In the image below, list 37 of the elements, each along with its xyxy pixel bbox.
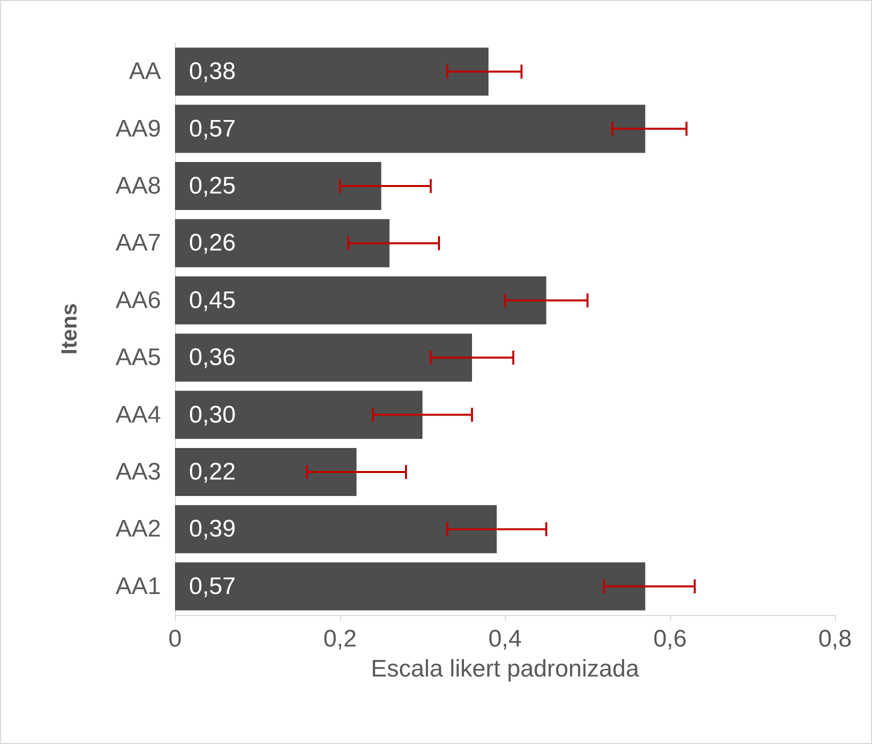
bar xyxy=(175,276,546,324)
data-label: 0,26 xyxy=(189,230,236,257)
data-label: 0,30 xyxy=(189,401,236,428)
data-label: 0,22 xyxy=(189,458,236,486)
x-tick-label: 0,4 xyxy=(488,626,522,652)
y-tick-label: AA1 xyxy=(116,572,161,600)
y-tick-label: AA5 xyxy=(116,344,161,372)
bar xyxy=(175,334,472,382)
y-tick-label: AA6 xyxy=(116,286,161,314)
bar xyxy=(175,448,356,496)
y-axis-title: Itens xyxy=(56,303,82,355)
y-tick-label: AA3 xyxy=(116,458,161,486)
y-tick-label: AA9 xyxy=(116,115,161,142)
y-tick-label: AA8 xyxy=(116,172,161,200)
data-label: 0,45 xyxy=(189,286,236,314)
x-tick-label: 0,2 xyxy=(323,626,357,652)
data-label: 0,57 xyxy=(189,115,236,142)
y-tick-label: AA2 xyxy=(116,516,161,543)
data-label: 0,25 xyxy=(189,172,236,200)
y-tick-label: AA7 xyxy=(116,230,161,257)
data-label: 0,57 xyxy=(189,572,236,600)
y-tick-label: AA4 xyxy=(116,401,161,428)
x-tick-label: 0 xyxy=(168,626,182,652)
bar xyxy=(175,505,497,554)
bar xyxy=(175,219,390,268)
data-label: 0,38 xyxy=(189,58,236,86)
y-tick-label: AA xyxy=(128,58,161,86)
bar xyxy=(175,162,382,210)
data-label: 0,39 xyxy=(189,516,236,543)
bar xyxy=(175,48,488,96)
x-axis-title: Escala likert padronizada xyxy=(370,656,640,682)
bar xyxy=(175,390,422,439)
data-label: 0,36 xyxy=(189,344,236,372)
bar xyxy=(175,562,646,610)
x-tick-label: 0,8 xyxy=(818,626,852,652)
x-tick-label: 0,6 xyxy=(653,626,687,652)
bar xyxy=(175,104,646,153)
